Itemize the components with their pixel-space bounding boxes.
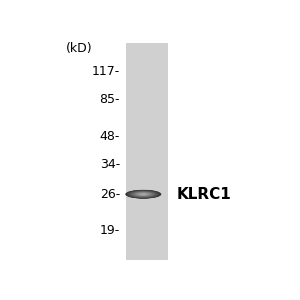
- Ellipse shape: [130, 191, 157, 197]
- Text: 117-: 117-: [92, 65, 120, 78]
- Ellipse shape: [132, 191, 155, 197]
- Ellipse shape: [140, 194, 147, 195]
- Ellipse shape: [140, 194, 146, 195]
- Ellipse shape: [128, 190, 159, 198]
- Ellipse shape: [127, 190, 160, 198]
- Ellipse shape: [128, 190, 158, 198]
- Ellipse shape: [139, 193, 148, 195]
- Text: 19-: 19-: [100, 224, 120, 236]
- Bar: [126, 43, 168, 260]
- Ellipse shape: [142, 194, 145, 195]
- Ellipse shape: [125, 190, 161, 199]
- Ellipse shape: [137, 193, 150, 196]
- Ellipse shape: [131, 191, 155, 197]
- Text: 34-: 34-: [100, 158, 120, 171]
- Ellipse shape: [129, 191, 158, 198]
- Ellipse shape: [131, 191, 156, 197]
- Ellipse shape: [134, 192, 153, 196]
- Ellipse shape: [135, 192, 152, 196]
- Ellipse shape: [137, 193, 149, 196]
- Ellipse shape: [133, 192, 154, 197]
- Text: 48-: 48-: [100, 130, 120, 143]
- Text: 26-: 26-: [100, 188, 120, 201]
- Ellipse shape: [136, 192, 151, 196]
- Text: 85-: 85-: [100, 93, 120, 106]
- Ellipse shape: [126, 190, 161, 199]
- Ellipse shape: [133, 192, 154, 197]
- Text: (kD): (kD): [65, 42, 92, 55]
- Ellipse shape: [139, 193, 148, 195]
- Ellipse shape: [136, 193, 151, 196]
- Ellipse shape: [130, 191, 157, 198]
- Ellipse shape: [127, 190, 160, 198]
- Ellipse shape: [134, 192, 152, 196]
- Ellipse shape: [141, 194, 146, 195]
- Text: KLRC1: KLRC1: [177, 187, 232, 202]
- Ellipse shape: [138, 193, 149, 196]
